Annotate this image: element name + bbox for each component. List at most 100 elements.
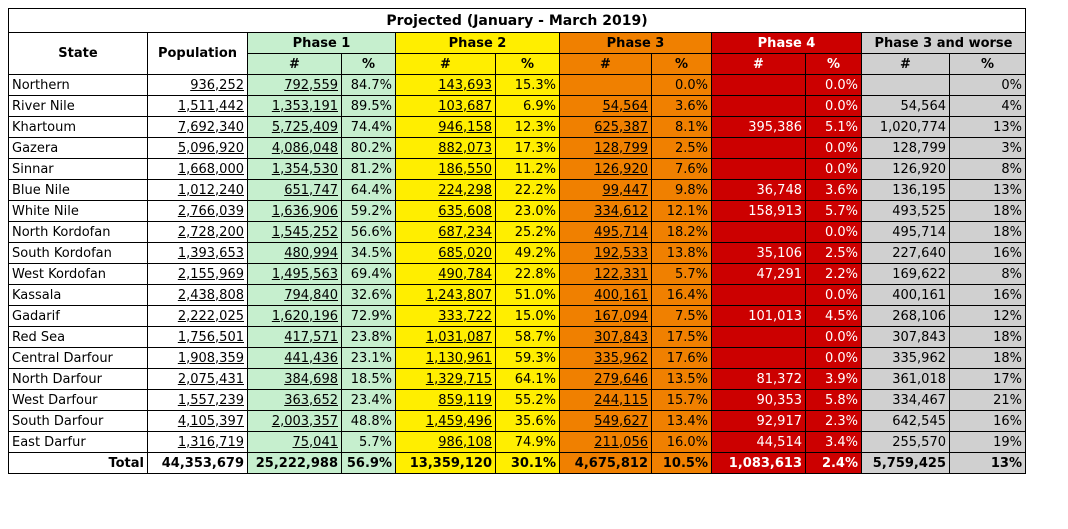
cell-phase-4-pct: 0.0%	[805, 347, 862, 369]
cell-phase-3w-num: 268,106	[861, 305, 950, 327]
cell-phase-2-num: 859,119	[395, 389, 496, 411]
cell-phase-3-num: 279,646	[559, 368, 652, 390]
cell-state: East Darfur	[8, 431, 148, 453]
cell-phase-2-num: 687,234	[395, 221, 496, 243]
cell-phase-1-pct: 5.7%	[341, 431, 396, 453]
cell-phase-3-pct: 8.1%	[651, 116, 712, 138]
cell-phase-2-pct: 58.7%	[495, 326, 560, 348]
cell-phase-3-pct: 16.4%	[651, 284, 712, 306]
total-phase-4-num: 1,083,613	[711, 452, 806, 474]
header-phase-4-pct: %	[805, 53, 862, 75]
cell-phase-3-pct: 2.5%	[651, 137, 712, 159]
cell-phase-2-pct: 51.0%	[495, 284, 560, 306]
cell-phase-4-num	[711, 221, 806, 243]
header-phase-1-num: #	[247, 53, 342, 75]
cell-phase-3w-num: 126,920	[861, 158, 950, 180]
cell-phase-3w-num: 642,545	[861, 410, 950, 432]
cell-phase-4-pct: 4.5%	[805, 305, 862, 327]
cell-state: Sinnar	[8, 158, 148, 180]
cell-state: Northern	[8, 74, 148, 96]
cell-population: 2,728,200	[147, 221, 248, 243]
cell-phase-1-num: 1,636,906	[247, 200, 342, 222]
cell-phase-2-pct: 15.3%	[495, 74, 560, 96]
cell-state: South Darfour	[8, 410, 148, 432]
cell-phase-3-pct: 17.5%	[651, 326, 712, 348]
table-row: Central Darfour 1,908,359 441,436 23.1% 1,13…	[8, 347, 1026, 369]
cell-phase-4-pct: 0.0%	[805, 221, 862, 243]
table-row: Northern 936,252 792,559 84.7% 143,693 15.3% 0…	[8, 74, 1026, 96]
cell-phase-1-num: 651,747	[247, 179, 342, 201]
cell-state: Kassala	[8, 284, 148, 306]
cell-phase-2-pct: 11.2%	[495, 158, 560, 180]
table-row: Khartoum 7,692,340 5,725,409 74.4% 946,158 12…	[8, 116, 1026, 138]
cell-phase-4-pct: 0.0%	[805, 95, 862, 117]
cell-phase-2-pct: 49.2%	[495, 242, 560, 264]
cell-phase-3-pct: 7.5%	[651, 305, 712, 327]
table-row: White Nile 2,766,039 1,636,906 59.2% 635,608…	[8, 200, 1026, 222]
cell-phase-2-num: 186,550	[395, 158, 496, 180]
cell-population: 2,075,431	[147, 368, 248, 390]
cell-phase-3w-num: 400,161	[861, 284, 950, 306]
cell-phase-2-pct: 74.9%	[495, 431, 560, 453]
total-phase-1-num: 25,222,988	[247, 452, 342, 474]
cell-phase-2-pct: 22.2%	[495, 179, 560, 201]
header-phase-3-num: #	[559, 53, 652, 75]
cell-population: 1,393,653	[147, 242, 248, 264]
cell-phase-4-pct: 0.0%	[805, 326, 862, 348]
cell-phase-3-num: 167,094	[559, 305, 652, 327]
cell-state: Blue Nile	[8, 179, 148, 201]
cell-phase-1-pct: 72.9%	[341, 305, 396, 327]
cell-phase-3-num: 128,799	[559, 137, 652, 159]
cell-phase-3w-num: 255,570	[861, 431, 950, 453]
cell-phase-2-num: 490,784	[395, 263, 496, 285]
cell-state: North Darfour	[8, 368, 148, 390]
cell-phase-4-num: 47,291	[711, 263, 806, 285]
cell-phase-1-pct: 32.6%	[341, 284, 396, 306]
cell-phase-3w-pct: 18%	[949, 326, 1026, 348]
total-phase-1-pct: 56.9%	[341, 452, 396, 474]
header-phase-3-pct: %	[651, 53, 712, 75]
cell-phase-3-num: 54,564	[559, 95, 652, 117]
cell-phase-3-num: 334,612	[559, 200, 652, 222]
cell-phase-4-pct: 2.3%	[805, 410, 862, 432]
cell-state: West Darfour	[8, 389, 148, 411]
cell-phase-2-pct: 6.9%	[495, 95, 560, 117]
table-row: East Darfur 1,316,719 75,041 5.7% 986,108 74.…	[8, 431, 1026, 453]
cell-phase-3w-pct: 18%	[949, 200, 1026, 222]
cell-phase-4-pct: 0.0%	[805, 284, 862, 306]
cell-phase-3w-pct: 21%	[949, 389, 1026, 411]
cell-phase-3-num	[559, 74, 652, 96]
cell-state: South Kordofan	[8, 242, 148, 264]
cell-phase-2-pct: 17.3%	[495, 137, 560, 159]
cell-phase-2-num: 333,722	[395, 305, 496, 327]
cell-phase-1-pct: 23.4%	[341, 389, 396, 411]
cell-phase-1-pct: 80.2%	[341, 137, 396, 159]
table-row: Sinnar 1,668,000 1,354,530 81.2% 186,550 11.2…	[8, 158, 1026, 180]
cell-phase-1-pct: 59.2%	[341, 200, 396, 222]
cell-phase-1-num: 480,994	[247, 242, 342, 264]
cell-phase-1-num: 5,725,409	[247, 116, 342, 138]
cell-phase-1-pct: 89.5%	[341, 95, 396, 117]
cell-phase-1-pct: 69.4%	[341, 263, 396, 285]
cell-state: Khartoum	[8, 116, 148, 138]
header-phase-1-pct: %	[341, 53, 396, 75]
cell-state: White Nile	[8, 200, 148, 222]
cell-phase-1-pct: 56.6%	[341, 221, 396, 243]
table-row: Red Sea 1,756,501 417,571 23.8% 1,031,087 58.…	[8, 326, 1026, 348]
cell-phase-2-pct: 59.3%	[495, 347, 560, 369]
header-state: State	[8, 32, 148, 75]
cell-phase-4-pct: 5.7%	[805, 200, 862, 222]
header-phase-4: Phase 4	[711, 32, 862, 54]
cell-state: Central Darfour	[8, 347, 148, 369]
cell-phase-4-num: 44,514	[711, 431, 806, 453]
cell-phase-4-num: 395,386	[711, 116, 806, 138]
cell-phase-1-num: 1,354,530	[247, 158, 342, 180]
cell-phase-4-num: 101,013	[711, 305, 806, 327]
cell-state: West Kordofan	[8, 263, 148, 285]
cell-population: 2,438,808	[147, 284, 248, 306]
cell-phase-4-num: 158,913	[711, 200, 806, 222]
cell-phase-3w-num: 136,195	[861, 179, 950, 201]
total-phase-2-pct: 30.1%	[495, 452, 560, 474]
cell-phase-3w-num: 1,020,774	[861, 116, 950, 138]
cell-phase-4-num	[711, 158, 806, 180]
